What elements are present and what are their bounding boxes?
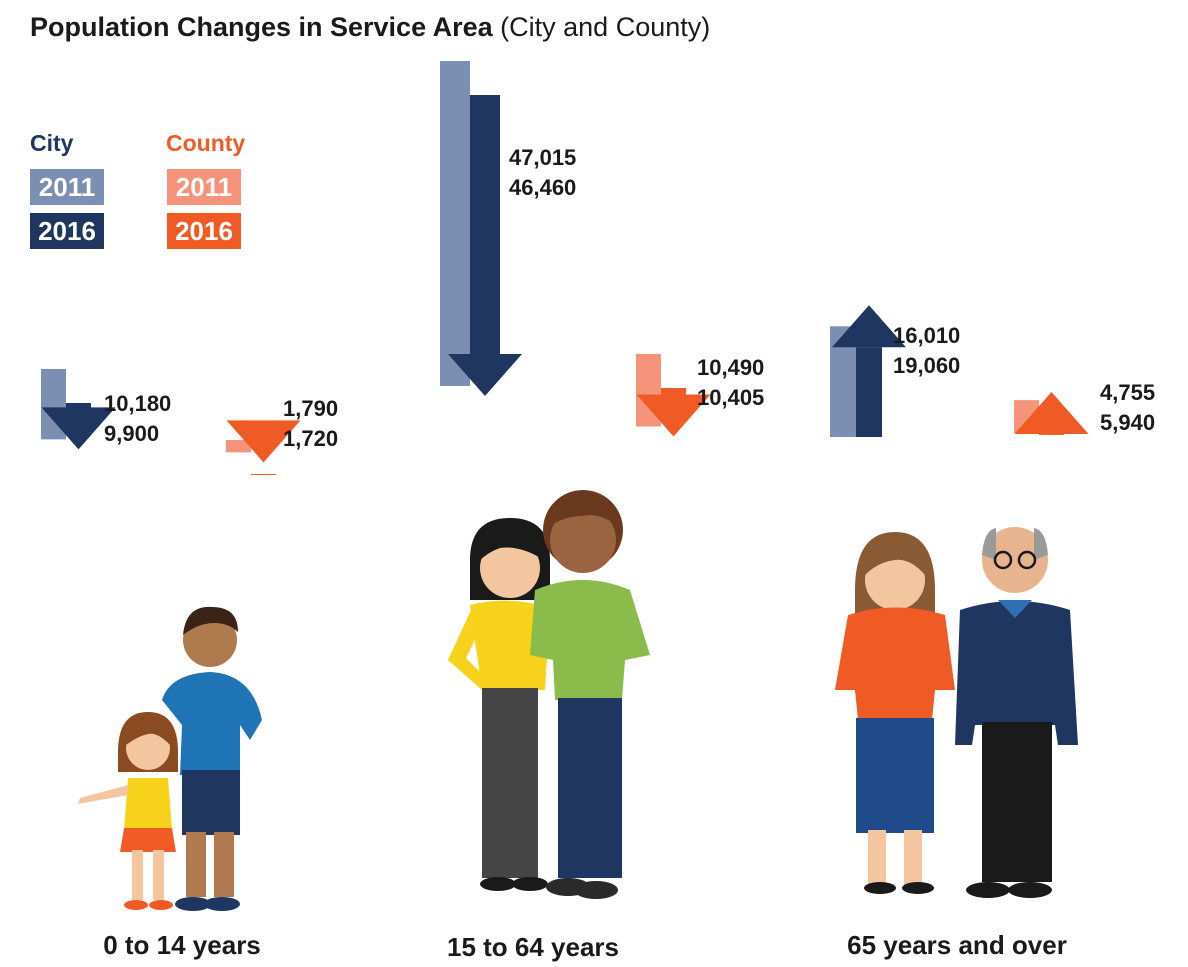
- value-city-2011-children: 10,180: [104, 391, 172, 416]
- value-label-adults-city: 47,015 46,460: [509, 143, 576, 203]
- value-label-children-county: 1,790 1,720: [283, 394, 338, 454]
- legend-county-2011: 2011: [167, 169, 241, 205]
- value-county-2011-adults: 10,490: [697, 355, 765, 380]
- value-label-seniors-city: 16,010 19,060: [893, 321, 960, 381]
- arrowhead-county-adults-down: [636, 394, 711, 437]
- bar-county-seniors-2016: [1039, 433, 1064, 435]
- value-label-seniors-county: 4,755 5,940: [1100, 378, 1155, 438]
- bar-city-seniors-2016: [856, 347, 882, 437]
- value-city-2011-seniors: 16,010: [893, 323, 961, 348]
- value-city-2016-seniors: 19,060: [893, 353, 961, 378]
- chart-title-main: Population Changes in Service Area: [30, 12, 493, 42]
- chart-title-sub: (City and County): [500, 12, 711, 42]
- value-county-2016-seniors: 5,940: [1100, 410, 1156, 435]
- arrowhead-county-children-down: [226, 420, 301, 463]
- category-label-seniors: 65 years and over: [847, 930, 1067, 960]
- chart-marks: [41, 61, 1089, 475]
- value-county-2011-seniors: 4,755: [1100, 380, 1156, 405]
- category-label-adults: 15 to 64 years: [446, 932, 620, 962]
- arrowhead-county-seniors-up: [1014, 391, 1089, 434]
- value-county-2016-children: 1,720: [283, 426, 339, 451]
- legend-city-label: City: [30, 130, 74, 156]
- value-city-2016-children: 9,900: [104, 421, 160, 446]
- bar-city-adults-2016: [470, 95, 500, 355]
- value-city-2011-adults: 47,015: [509, 145, 577, 170]
- children-illustration: [78, 606, 262, 911]
- bar-county-adults-2016: [661, 388, 686, 396]
- category-label-children: 0 to 14 years: [103, 930, 261, 960]
- arrowhead-city-seniors-up: [832, 305, 906, 348]
- value-label-adults-county: 10,490 10,405: [697, 353, 764, 413]
- chart-title: Population Changes in Service Area (City…: [30, 12, 710, 43]
- legend-county-2016: 2016: [167, 213, 241, 249]
- people-illustrations: [78, 490, 1078, 911]
- legend-city-2011: 2011: [30, 169, 104, 205]
- adults-illustration: [448, 490, 650, 899]
- bar-county-children-2016: [251, 474, 276, 475]
- arrowhead-city-children-down: [41, 407, 116, 450]
- arrowhead-city-adults-down: [448, 354, 522, 396]
- value-county-2011-children: 1,790: [283, 396, 339, 421]
- bar-city-children-2016: [66, 403, 91, 409]
- seniors-illustration: [835, 527, 1078, 898]
- value-city-2016-adults: 46,460: [509, 175, 577, 200]
- bar-county-children-2011: [226, 440, 251, 453]
- value-county-2016-adults: 10,405: [697, 385, 765, 410]
- bar-city-adults-2011: [440, 61, 470, 386]
- value-label-children-city: 10,180 9,900: [104, 389, 171, 449]
- legend-city-2016: 2016: [30, 213, 104, 249]
- legend-county-label: County: [166, 130, 246, 156]
